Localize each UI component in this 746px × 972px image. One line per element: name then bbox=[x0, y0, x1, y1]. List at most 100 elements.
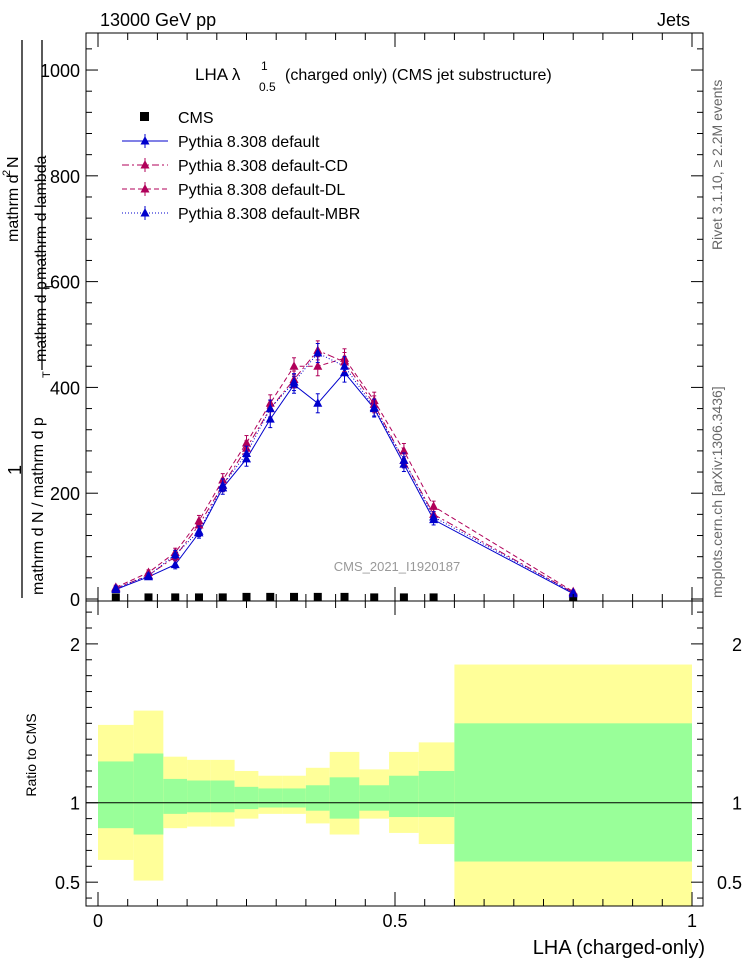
series-line bbox=[115, 352, 574, 594]
series-point bbox=[265, 403, 275, 413]
ratio-band-inner bbox=[234, 786, 259, 810]
legend-label: Pythia 8.308 default-DL bbox=[178, 182, 345, 199]
ratio-band-inner bbox=[210, 780, 235, 813]
ylabel-dn-dpt-sub: T bbox=[41, 371, 53, 378]
ratio-y-label: Ratio to CMS bbox=[23, 713, 39, 796]
series-point bbox=[289, 377, 299, 386]
ratio-band-inner bbox=[98, 761, 134, 829]
legend-entry: CMS bbox=[140, 110, 214, 127]
ratio-band-inner bbox=[282, 788, 306, 808]
ratio-axes: 0.5 0.5 1 1 2 2 0 0.5 1 bbox=[55, 601, 742, 931]
main-ytick-label: 200 bbox=[50, 484, 80, 504]
series-point bbox=[194, 515, 204, 525]
ratio-panel: 0.5 0.5 1 1 2 2 0 0.5 1 Ratio to CMS LHA (charge… bbox=[23, 600, 742, 959]
rivet-label: Rivet 3.1.10, ≥ 2.2M events bbox=[709, 80, 725, 250]
main-panel: 0 200 400 600 800 1000 LHA λ 1 0.5 (charged o… bbox=[1, 32, 704, 610]
main-title: LHA λ 1 0.5 (charged only) (CMS jet subs… bbox=[195, 59, 552, 94]
series-point bbox=[340, 361, 350, 370]
ratio-x-label: LHA (charged-only) bbox=[533, 937, 705, 959]
title-rest: (charged only) (CMS jet substructure) bbox=[285, 67, 552, 84]
title-sub: 0.5 bbox=[259, 80, 276, 94]
cms-data-point bbox=[313, 592, 322, 601]
series-point bbox=[111, 583, 121, 592]
ratio-xtick-label: 0 bbox=[93, 911, 103, 931]
series-4 bbox=[111, 343, 578, 597]
legend-label: Pythia 8.308 default-MBR bbox=[178, 206, 360, 223]
mcplots-label: mcplots.cern.ch [arXiv:1306.3436] bbox=[709, 386, 725, 598]
cms-data-point bbox=[144, 593, 153, 602]
series-point bbox=[313, 348, 323, 357]
series-point bbox=[313, 361, 323, 370]
ratio-band-inner bbox=[163, 778, 188, 814]
main-ytick-label: 1000 bbox=[40, 61, 80, 81]
ylabel-dn-dpt: mathrm d N / mathrm d p bbox=[30, 417, 47, 595]
cms-data-point bbox=[111, 593, 120, 602]
ylabel-dpt-dl-rest: mathrm d lambda bbox=[33, 155, 50, 280]
series-point bbox=[194, 526, 204, 535]
ylabel-one: 1 bbox=[5, 465, 25, 475]
cms-data-point bbox=[171, 593, 180, 602]
main-y-axis: 0 200 400 600 800 1000 bbox=[40, 48, 703, 610]
ratio-band-inner bbox=[389, 775, 419, 818]
ratio-ytick-label: 2 bbox=[70, 635, 80, 655]
series-point bbox=[143, 570, 153, 580]
ratio-band-inner bbox=[329, 777, 360, 819]
series-point bbox=[429, 501, 439, 510]
ratio-ytick-label-right: 2 bbox=[732, 635, 742, 655]
series-point bbox=[369, 402, 379, 412]
legend-triangle-marker bbox=[140, 160, 150, 169]
legend-label: Pythia 8.308 default-CD bbox=[178, 158, 348, 175]
legend-label: Pythia 8.308 default bbox=[178, 134, 320, 151]
series-point bbox=[218, 480, 228, 489]
ratio-ytick-label: 1 bbox=[70, 794, 80, 814]
series-point bbox=[399, 445, 409, 455]
ratio-band-inner bbox=[305, 785, 330, 811]
main-ytick-label: 0 bbox=[70, 590, 80, 610]
legend-entry: Pythia 8.308 default-MBR bbox=[122, 206, 360, 223]
title-sup: 1 bbox=[261, 59, 268, 73]
ylabel-d2n-rest: N bbox=[5, 156, 22, 168]
svg-text:LHA λ: LHA λ bbox=[195, 65, 241, 84]
series-point bbox=[399, 455, 409, 464]
ratio-ytick-label-right: 0.5 bbox=[717, 873, 742, 893]
main-ytick-label: 600 bbox=[50, 273, 80, 293]
header-left: 13000 GeV pp bbox=[100, 10, 216, 30]
series-point bbox=[429, 512, 439, 521]
ratio-xtick-label: 1 bbox=[687, 911, 697, 931]
legend-entry: Pythia 8.308 default-DL bbox=[122, 182, 345, 199]
title-main: LHA λ bbox=[195, 65, 241, 84]
cms-data-point bbox=[340, 592, 349, 601]
legend-triangle-marker bbox=[140, 184, 150, 193]
legend-label: CMS bbox=[178, 110, 214, 127]
cms-data-point bbox=[370, 593, 379, 602]
series-0 bbox=[111, 592, 578, 602]
series-point bbox=[265, 414, 275, 423]
series-point bbox=[170, 549, 180, 559]
cms-data-point bbox=[266, 592, 275, 601]
ylabel-dpt-dl: mathrm d p bbox=[33, 281, 50, 362]
ylabel-d2n-sup: 2 bbox=[1, 170, 13, 176]
ratio-band-inner bbox=[359, 785, 390, 811]
ratio-band-inner bbox=[187, 780, 211, 813]
legend-square-marker bbox=[140, 112, 149, 121]
watermark: CMS_2021_I1920187 bbox=[334, 559, 461, 574]
ratio-band-inner bbox=[133, 753, 164, 835]
series-point bbox=[313, 398, 323, 407]
ratio-band-inner bbox=[418, 770, 455, 818]
series-line bbox=[115, 349, 574, 594]
series-line bbox=[115, 357, 574, 593]
cms-data-point bbox=[290, 592, 299, 601]
series-point bbox=[170, 559, 180, 569]
series-point bbox=[568, 587, 578, 597]
cms-data-point bbox=[218, 593, 227, 602]
legend-triangle-marker bbox=[140, 136, 150, 145]
main-ytick-label: 400 bbox=[50, 378, 80, 398]
legend-triangle-marker bbox=[140, 208, 150, 217]
series-point bbox=[289, 361, 299, 370]
legend: CMS Pythia 8.308 default Pythia 8.308 defa… bbox=[122, 110, 360, 223]
cms-data-point bbox=[399, 593, 408, 602]
cms-data-point bbox=[429, 593, 438, 602]
cms-data-point bbox=[194, 593, 203, 602]
ratio-band-inner bbox=[258, 788, 283, 808]
